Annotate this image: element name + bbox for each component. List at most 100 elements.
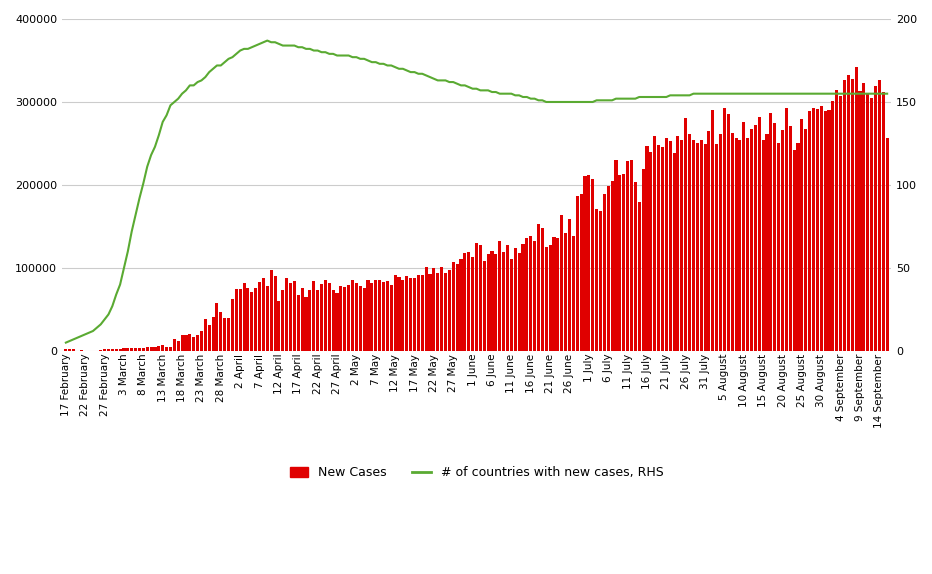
Bar [801,119,803,351]
Bar [645,146,649,351]
Bar [580,194,582,351]
Bar [409,278,412,351]
Bar [595,209,598,351]
Bar [172,339,176,351]
Bar [68,350,71,351]
Bar [199,332,203,351]
Bar [281,290,284,351]
Bar [471,257,474,351]
Bar [165,347,168,351]
Legend: New Cases, # of countries with new cases, RHS: New Cases, # of countries with new cases… [284,461,668,484]
Bar [425,267,428,351]
Bar [641,169,645,351]
Bar [874,86,877,351]
Bar [583,176,586,351]
Bar [130,348,133,351]
Bar [239,289,241,351]
Bar [448,270,451,351]
Bar [320,284,323,351]
Bar [792,150,796,351]
Bar [336,293,338,351]
Bar [452,262,455,351]
Bar [804,129,807,351]
Bar [459,259,462,351]
Bar [816,108,819,351]
Bar [510,259,513,351]
Bar [774,123,776,351]
Bar [278,301,281,351]
Bar [154,347,157,351]
Bar [668,141,672,351]
Bar [215,303,218,351]
Bar [227,318,230,351]
Bar [397,277,401,351]
Bar [623,174,625,351]
Bar [145,347,149,351]
Bar [436,273,439,351]
Bar [677,136,679,351]
Bar [378,280,381,351]
Bar [723,108,726,351]
Bar [742,122,746,351]
Bar [158,346,160,351]
Bar [696,143,699,351]
Bar [487,254,489,351]
Bar [788,126,792,351]
Bar [797,144,800,351]
Bar [653,136,656,351]
Bar [169,347,172,351]
Bar [269,270,273,351]
Bar [296,296,300,351]
Bar [521,243,525,351]
Bar [386,281,389,351]
Bar [363,288,365,351]
Bar [192,337,195,351]
Bar [835,91,838,351]
Bar [432,268,435,351]
Bar [843,80,846,351]
Bar [568,219,571,351]
Bar [142,347,144,351]
Bar [878,80,881,351]
Bar [607,187,610,351]
Bar [390,285,392,351]
Bar [359,286,362,351]
Bar [862,83,866,351]
Bar [246,288,250,351]
Bar [781,130,784,351]
Bar [650,152,652,351]
Bar [181,335,184,351]
Bar [262,278,265,351]
Bar [851,79,854,351]
Bar [734,138,737,351]
Bar [402,280,404,351]
Bar [254,288,257,351]
Bar [177,340,180,351]
Bar [312,281,315,351]
Bar [285,278,288,351]
Bar [529,236,532,351]
Bar [103,350,106,351]
Bar [494,254,498,351]
Bar [355,283,358,351]
Bar [707,131,710,351]
Bar [122,348,126,351]
Bar [533,241,536,351]
Bar [382,282,385,351]
Bar [366,280,370,351]
Bar [258,282,261,351]
Bar [572,236,575,351]
Bar [273,276,277,351]
Bar [560,215,563,351]
Bar [405,276,408,351]
Bar [866,93,870,351]
Bar [332,290,335,351]
Bar [614,160,618,351]
Bar [370,283,374,351]
Bar [556,238,559,351]
Bar [673,153,676,351]
Bar [347,285,350,351]
Bar [115,349,117,351]
Bar [603,194,606,351]
Bar [251,292,254,351]
